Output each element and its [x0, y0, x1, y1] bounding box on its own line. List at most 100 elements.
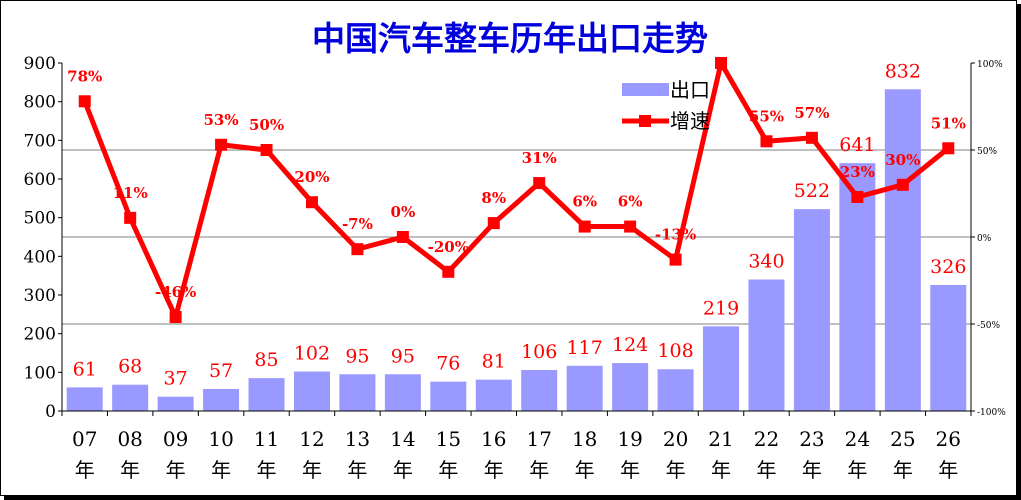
bar-value-label: 102 [294, 343, 330, 365]
legend: 出口 增速 [622, 78, 710, 133]
y2-tick-label: 100% [977, 60, 1003, 70]
bar-value-label: 326 [930, 256, 966, 278]
growth-marker-16 [487, 217, 500, 230]
growth-marker-25 [896, 178, 909, 191]
bar-23 [793, 209, 830, 411]
growth-marker-26 [942, 142, 955, 155]
y2-tick-label: -50% [977, 321, 1000, 331]
y-tick-label: 600 [24, 170, 56, 190]
growth-marker-11 [260, 144, 273, 156]
bar-value-label: 57 [209, 360, 233, 382]
bar-value-label: 108 [657, 340, 693, 362]
bar-value-label: 832 [885, 60, 921, 82]
bar-value-label: 61 [73, 358, 97, 380]
bar-09 [157, 396, 194, 411]
growth-marker-15 [442, 265, 455, 278]
x-tick-suffix: 年 [120, 458, 140, 482]
growth-marker-21 [715, 57, 728, 69]
bar-value-label: 124 [612, 334, 648, 356]
bar-value-label: 106 [521, 341, 557, 363]
x-tick-suffix: 年 [711, 458, 731, 482]
growth-value-label: -46% [155, 283, 196, 301]
bar-value-label: 95 [391, 345, 415, 367]
growth-value-label: -13% [655, 226, 696, 244]
x-tick-suffix: 年 [620, 458, 640, 482]
growth-marker-17 [533, 177, 546, 190]
x-tick-suffix: 年 [893, 458, 913, 482]
x-tick-suffix: 年 [802, 458, 822, 482]
growth-value-label: 57% [794, 104, 829, 122]
growth-marker-23 [805, 131, 818, 144]
x-tick-label: 23 [799, 427, 824, 451]
x-tick-suffix: 年 [529, 458, 549, 482]
y-tick-label: 700 [24, 131, 56, 151]
x-tick-label: 24 [845, 427, 870, 451]
bar-value-label: 522 [794, 180, 830, 202]
growth-value-label: 51% [931, 114, 966, 132]
bar-17 [521, 370, 558, 411]
growth-value-label: 11% [113, 184, 148, 202]
x-tick-suffix: 年 [257, 458, 277, 482]
growth-value-label: 6% [572, 193, 597, 211]
bar-20 [657, 369, 694, 411]
y-tick-label: 800 [24, 93, 56, 113]
bar-18 [566, 365, 603, 411]
growth-value-label: 50% [249, 116, 284, 134]
bar-13 [339, 374, 376, 411]
bar-19 [612, 363, 649, 411]
bar-value-label: 219 [703, 297, 739, 319]
bar-08 [112, 384, 149, 411]
x-tick-label: 21 [708, 427, 733, 451]
x-tick-label: 08 [117, 427, 142, 451]
growth-value-label: 78% [67, 67, 102, 85]
x-tick-suffix: 年 [211, 458, 231, 482]
bar-26 [930, 284, 967, 411]
x-tick-label: 11 [254, 427, 279, 451]
growth-value-label: 6% [618, 193, 643, 211]
x-tick-suffix: 年 [575, 458, 595, 482]
growth-value-label: 53% [204, 111, 239, 129]
growth-marker-22 [760, 135, 773, 148]
growth-marker-12 [305, 196, 318, 209]
x-tick-suffix: 年 [347, 458, 367, 482]
y-tick-label: 400 [24, 247, 56, 267]
legend-bar-label: 出口 [670, 78, 710, 102]
bar-07 [66, 387, 103, 411]
bar-value-label: 95 [345, 345, 369, 367]
x-tick-suffix: 年 [302, 458, 322, 482]
growth-marker-10 [215, 138, 228, 151]
x-tick-label: 13 [345, 427, 370, 451]
axes: 0 100 200 300 400 500 600 700 800 900 -100% -50% 0% 5… [24, 54, 1007, 482]
bar-14 [384, 374, 421, 411]
legend-line-marker [639, 115, 651, 127]
bar-16 [475, 379, 512, 411]
legend-bar-swatch [622, 83, 669, 96]
x-tick-label: 26 [936, 427, 961, 451]
bar-10 [203, 388, 240, 411]
legend-line-label: 增速 [670, 109, 710, 133]
data-labels: 61 68 37 57 85 102 95 95 76 81 106 117 124 108 219 340 5… [67, 60, 966, 389]
x-tick-suffix: 年 [166, 458, 186, 482]
x-tick-label: 12 [299, 427, 324, 451]
growth-value-label: 31% [522, 149, 557, 167]
growth-value-label: 30% [885, 151, 920, 169]
x-tick-suffix: 年 [666, 458, 686, 482]
y-tick-label: 200 [24, 325, 56, 345]
x-tick-label: 14 [390, 427, 415, 451]
y-tick-label: 500 [24, 209, 56, 229]
x-tick-label: 20 [663, 427, 688, 451]
bar-24 [839, 163, 876, 411]
y2-tick-label: -100% [977, 408, 1006, 418]
growth-value-label: -7% [342, 215, 373, 233]
x-tick-suffix: 年 [75, 458, 95, 482]
y-tick-label: 300 [24, 286, 56, 306]
x-tick-label: 19 [617, 427, 642, 451]
bar-value-label: 117 [567, 337, 603, 359]
growth-value-label: 55% [749, 107, 784, 125]
y-tick-label: 0 [45, 402, 56, 422]
x-tick-suffix: 年 [438, 458, 458, 482]
bar-value-label: 76 [436, 353, 460, 375]
x-tick-label: 09 [163, 427, 188, 451]
growth-value-label: 23% [840, 163, 875, 181]
